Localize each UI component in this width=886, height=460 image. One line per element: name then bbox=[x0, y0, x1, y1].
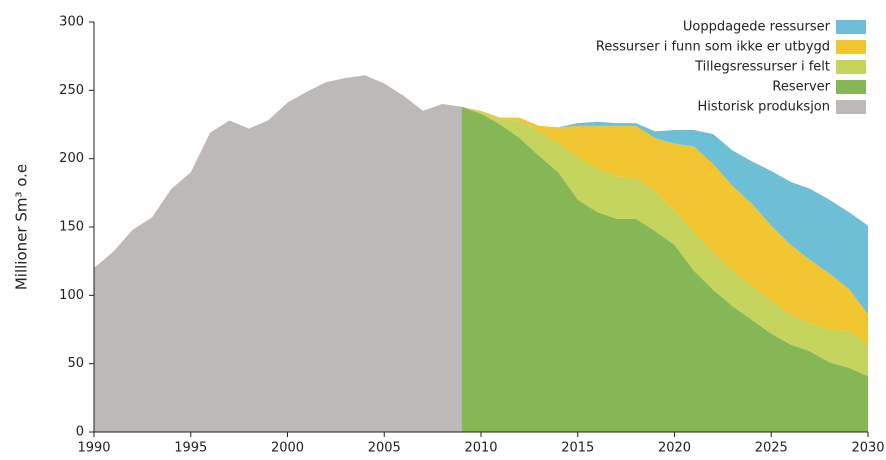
y-tick-label: 50 bbox=[67, 356, 84, 371]
legend-label: Historisk produksjon bbox=[698, 100, 830, 115]
legend-label: Tillegsressurser i felt bbox=[694, 60, 830, 75]
area bbox=[94, 75, 462, 433]
x-tick-label: 2025 bbox=[755, 441, 788, 456]
area bbox=[461, 106, 868, 376]
x-tick-label: 2005 bbox=[368, 441, 401, 456]
legend-swatch bbox=[836, 20, 866, 34]
x-tick-label: 2010 bbox=[464, 441, 497, 456]
y-axis-label: Millioner Sm³ o.e bbox=[13, 164, 31, 290]
y-tick-label: 200 bbox=[59, 151, 84, 166]
y-tick-label: 0 bbox=[76, 425, 84, 440]
legend-label: Ressurser i funn som ikke er utbygd bbox=[596, 40, 830, 55]
area bbox=[461, 106, 868, 315]
legend-swatch bbox=[836, 100, 866, 114]
y-tick-label: 250 bbox=[59, 83, 84, 98]
legend-label: Reserver bbox=[772, 80, 830, 95]
y-tick-label: 150 bbox=[59, 220, 84, 235]
legend-swatch bbox=[836, 60, 866, 74]
x-tick-label: 2015 bbox=[561, 441, 594, 456]
x-tick-label: 2000 bbox=[271, 441, 304, 456]
x-tick-label: 2020 bbox=[658, 441, 691, 456]
x-tick-label: 1990 bbox=[77, 441, 110, 456]
legend-swatch bbox=[836, 40, 866, 54]
x-tick-label: 2030 bbox=[851, 441, 884, 456]
y-tick-label: 300 bbox=[59, 15, 84, 30]
area bbox=[461, 106, 868, 432]
legend-label: Uoppdagede ressurser bbox=[683, 20, 831, 35]
x-tick-label: 1995 bbox=[174, 441, 207, 456]
area bbox=[461, 106, 868, 345]
y-tick-label: 100 bbox=[59, 288, 84, 303]
legend-swatch bbox=[836, 80, 866, 94]
